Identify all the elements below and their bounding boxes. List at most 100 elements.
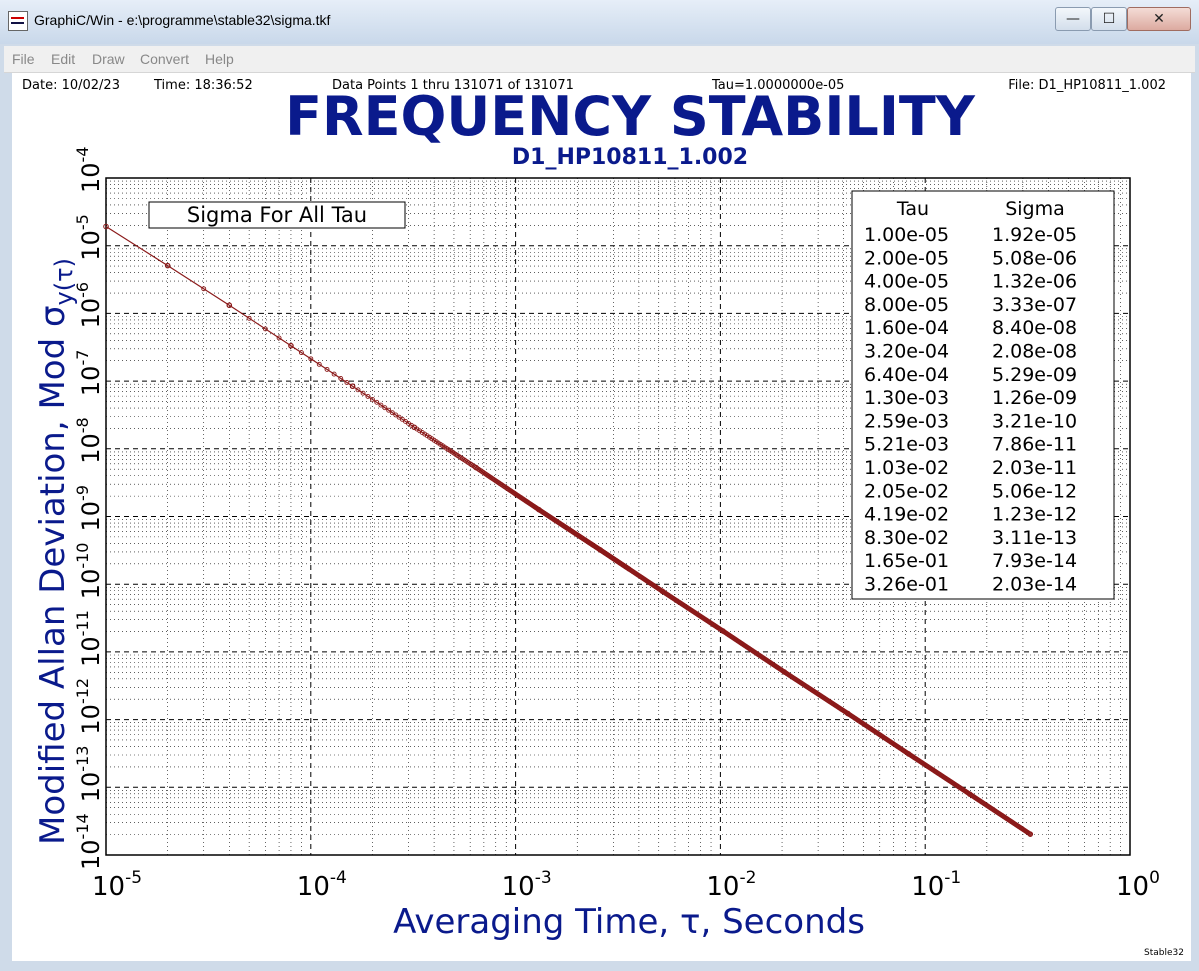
table-cell-tau: 8.30e-02	[864, 527, 949, 549]
table-cell-tau: 4.00e-05	[864, 271, 949, 293]
y-tick-base: 10	[77, 569, 105, 600]
annotation-text: Sigma For All Tau	[187, 203, 367, 227]
data-table-box	[851, 190, 1115, 600]
table-cell-tau: 1.60e-04	[864, 317, 949, 339]
x-tick-exp: -4	[330, 868, 347, 888]
data-point	[382, 405, 388, 411]
table-header-tau: Tau	[896, 198, 929, 220]
menu-bar: File Edit Draw Convert Help	[4, 46, 1195, 73]
y-axis-label-main: Modified Allan Deviation, Mod σ	[33, 305, 73, 845]
header-time: Time: 18:36:52	[153, 78, 253, 93]
x-tick-exp: 0	[1149, 868, 1160, 888]
menu-file[interactable]: File	[12, 51, 35, 67]
data-point	[355, 387, 361, 393]
minimize-button[interactable]: —	[1055, 7, 1091, 31]
table-cell-tau: 1.65e-01	[864, 550, 949, 572]
y-tick-base: 10	[77, 298, 105, 329]
menu-convert[interactable]: Convert	[140, 51, 190, 67]
table-cell-sigma: 1.23e-12	[992, 504, 1077, 526]
table-cell-sigma: 7.93e-14	[992, 550, 1077, 572]
table-cell-sigma: 3.21e-10	[992, 410, 1077, 432]
y-tick-label: 10-10	[73, 543, 105, 600]
menu-help[interactable]: Help	[205, 51, 234, 67]
y-tick-label: 10-8	[73, 417, 105, 464]
annotation-box	[148, 201, 406, 229]
app-icon[interactable]	[8, 11, 28, 31]
data-point	[103, 223, 109, 230]
data-point	[1027, 831, 1033, 837]
maximize-button[interactable]: ☐	[1091, 7, 1127, 31]
title-bar[interactable]: GraphiC/Win - e:\programme\stable32\sigm…	[0, 0, 1199, 44]
x-tick-label: 10-4	[297, 868, 347, 902]
table-cell-sigma: 5.08e-06	[992, 247, 1077, 269]
maximize-icon: ☐	[1102, 11, 1116, 27]
x-tick-base: 10	[1116, 872, 1149, 902]
data-point	[201, 286, 207, 292]
menu-edit[interactable]: Edit	[51, 51, 76, 67]
x-tick-label: 100	[1116, 868, 1160, 902]
table-cell-sigma: 8.40e-08	[992, 317, 1077, 339]
y-tick-base: 10	[77, 772, 105, 803]
y-tick-base: 10	[77, 433, 105, 464]
data-point	[308, 356, 314, 362]
x-tick-exp: -2	[739, 868, 756, 888]
data-point	[370, 396, 375, 402]
x-tick-label: 10-1	[911, 868, 961, 902]
data-point	[262, 326, 268, 332]
data-point	[324, 366, 330, 372]
data-point	[316, 361, 322, 367]
plot-frame	[105, 177, 1131, 856]
x-tick-label: 10-3	[502, 868, 552, 902]
y-tick-base: 10	[77, 839, 105, 870]
y-tick-base: 10	[77, 162, 105, 193]
table-cell-sigma: 1.92e-05	[992, 224, 1077, 246]
x-tick-base: 10	[911, 872, 944, 902]
header-date: Date: 10/02/23	[22, 78, 120, 93]
y-tick-label: 10-5	[73, 214, 105, 261]
chart-subtitle: D1_HP10811_1.002	[512, 145, 748, 170]
minimize-icon: —	[1066, 11, 1080, 27]
table-cell-tau: 8.00e-05	[864, 294, 949, 316]
y-tick-exp: -9	[73, 485, 92, 501]
table-cell-sigma: 1.32e-06	[992, 271, 1077, 293]
table-cell-sigma: 5.06e-12	[992, 480, 1077, 502]
data-point	[396, 414, 402, 420]
y-tick-base: 10	[77, 366, 105, 397]
y-tick-exp: -11	[73, 610, 92, 636]
data-point	[378, 402, 384, 408]
y-tick-exp: -7	[73, 350, 92, 366]
table-cell-tau: 2.59e-03	[864, 410, 949, 432]
header-data-points: Data Points 1 thru 131071 of 131071	[332, 78, 574, 93]
y-tick-base: 10	[77, 501, 105, 532]
chart-title: FREQUENCY STABILITY	[285, 85, 976, 148]
table-cell-tau: 6.40e-04	[864, 364, 949, 386]
table-cell-sigma: 2.03e-11	[992, 457, 1077, 479]
data-point	[386, 407, 392, 413]
y-tick-exp: -8	[73, 417, 92, 433]
y-tick-label: 10-7	[73, 350, 105, 397]
data-point	[288, 343, 294, 349]
close-button[interactable]: ✕	[1127, 7, 1191, 31]
y-tick-base: 10	[77, 636, 105, 667]
brand-label: Stable32	[1144, 948, 1184, 958]
y-tick-exp: -4	[73, 147, 92, 163]
y-tick-exp: -10	[73, 543, 92, 569]
table-cell-tau: 1.30e-03	[864, 387, 949, 409]
data-point	[365, 393, 371, 399]
table-cell-tau: 1.00e-05	[864, 224, 949, 246]
data-point	[350, 383, 356, 389]
data-point	[276, 335, 282, 341]
table-header-sigma: Sigma	[1005, 198, 1065, 220]
y-tick-label: 10-12	[73, 678, 105, 735]
x-tick-base: 10	[92, 872, 125, 902]
data-point	[226, 302, 232, 308]
data-point	[393, 412, 399, 418]
table-cell-tau: 3.26e-01	[864, 574, 949, 596]
table-cell-sigma: 5.29e-09	[992, 364, 1077, 386]
data-point	[338, 375, 344, 381]
menu-draw[interactable]: Draw	[92, 51, 125, 67]
y-tick-exp: -13	[73, 746, 92, 772]
x-tick-base: 10	[502, 872, 535, 902]
table-cell-sigma: 1.26e-09	[992, 387, 1077, 409]
